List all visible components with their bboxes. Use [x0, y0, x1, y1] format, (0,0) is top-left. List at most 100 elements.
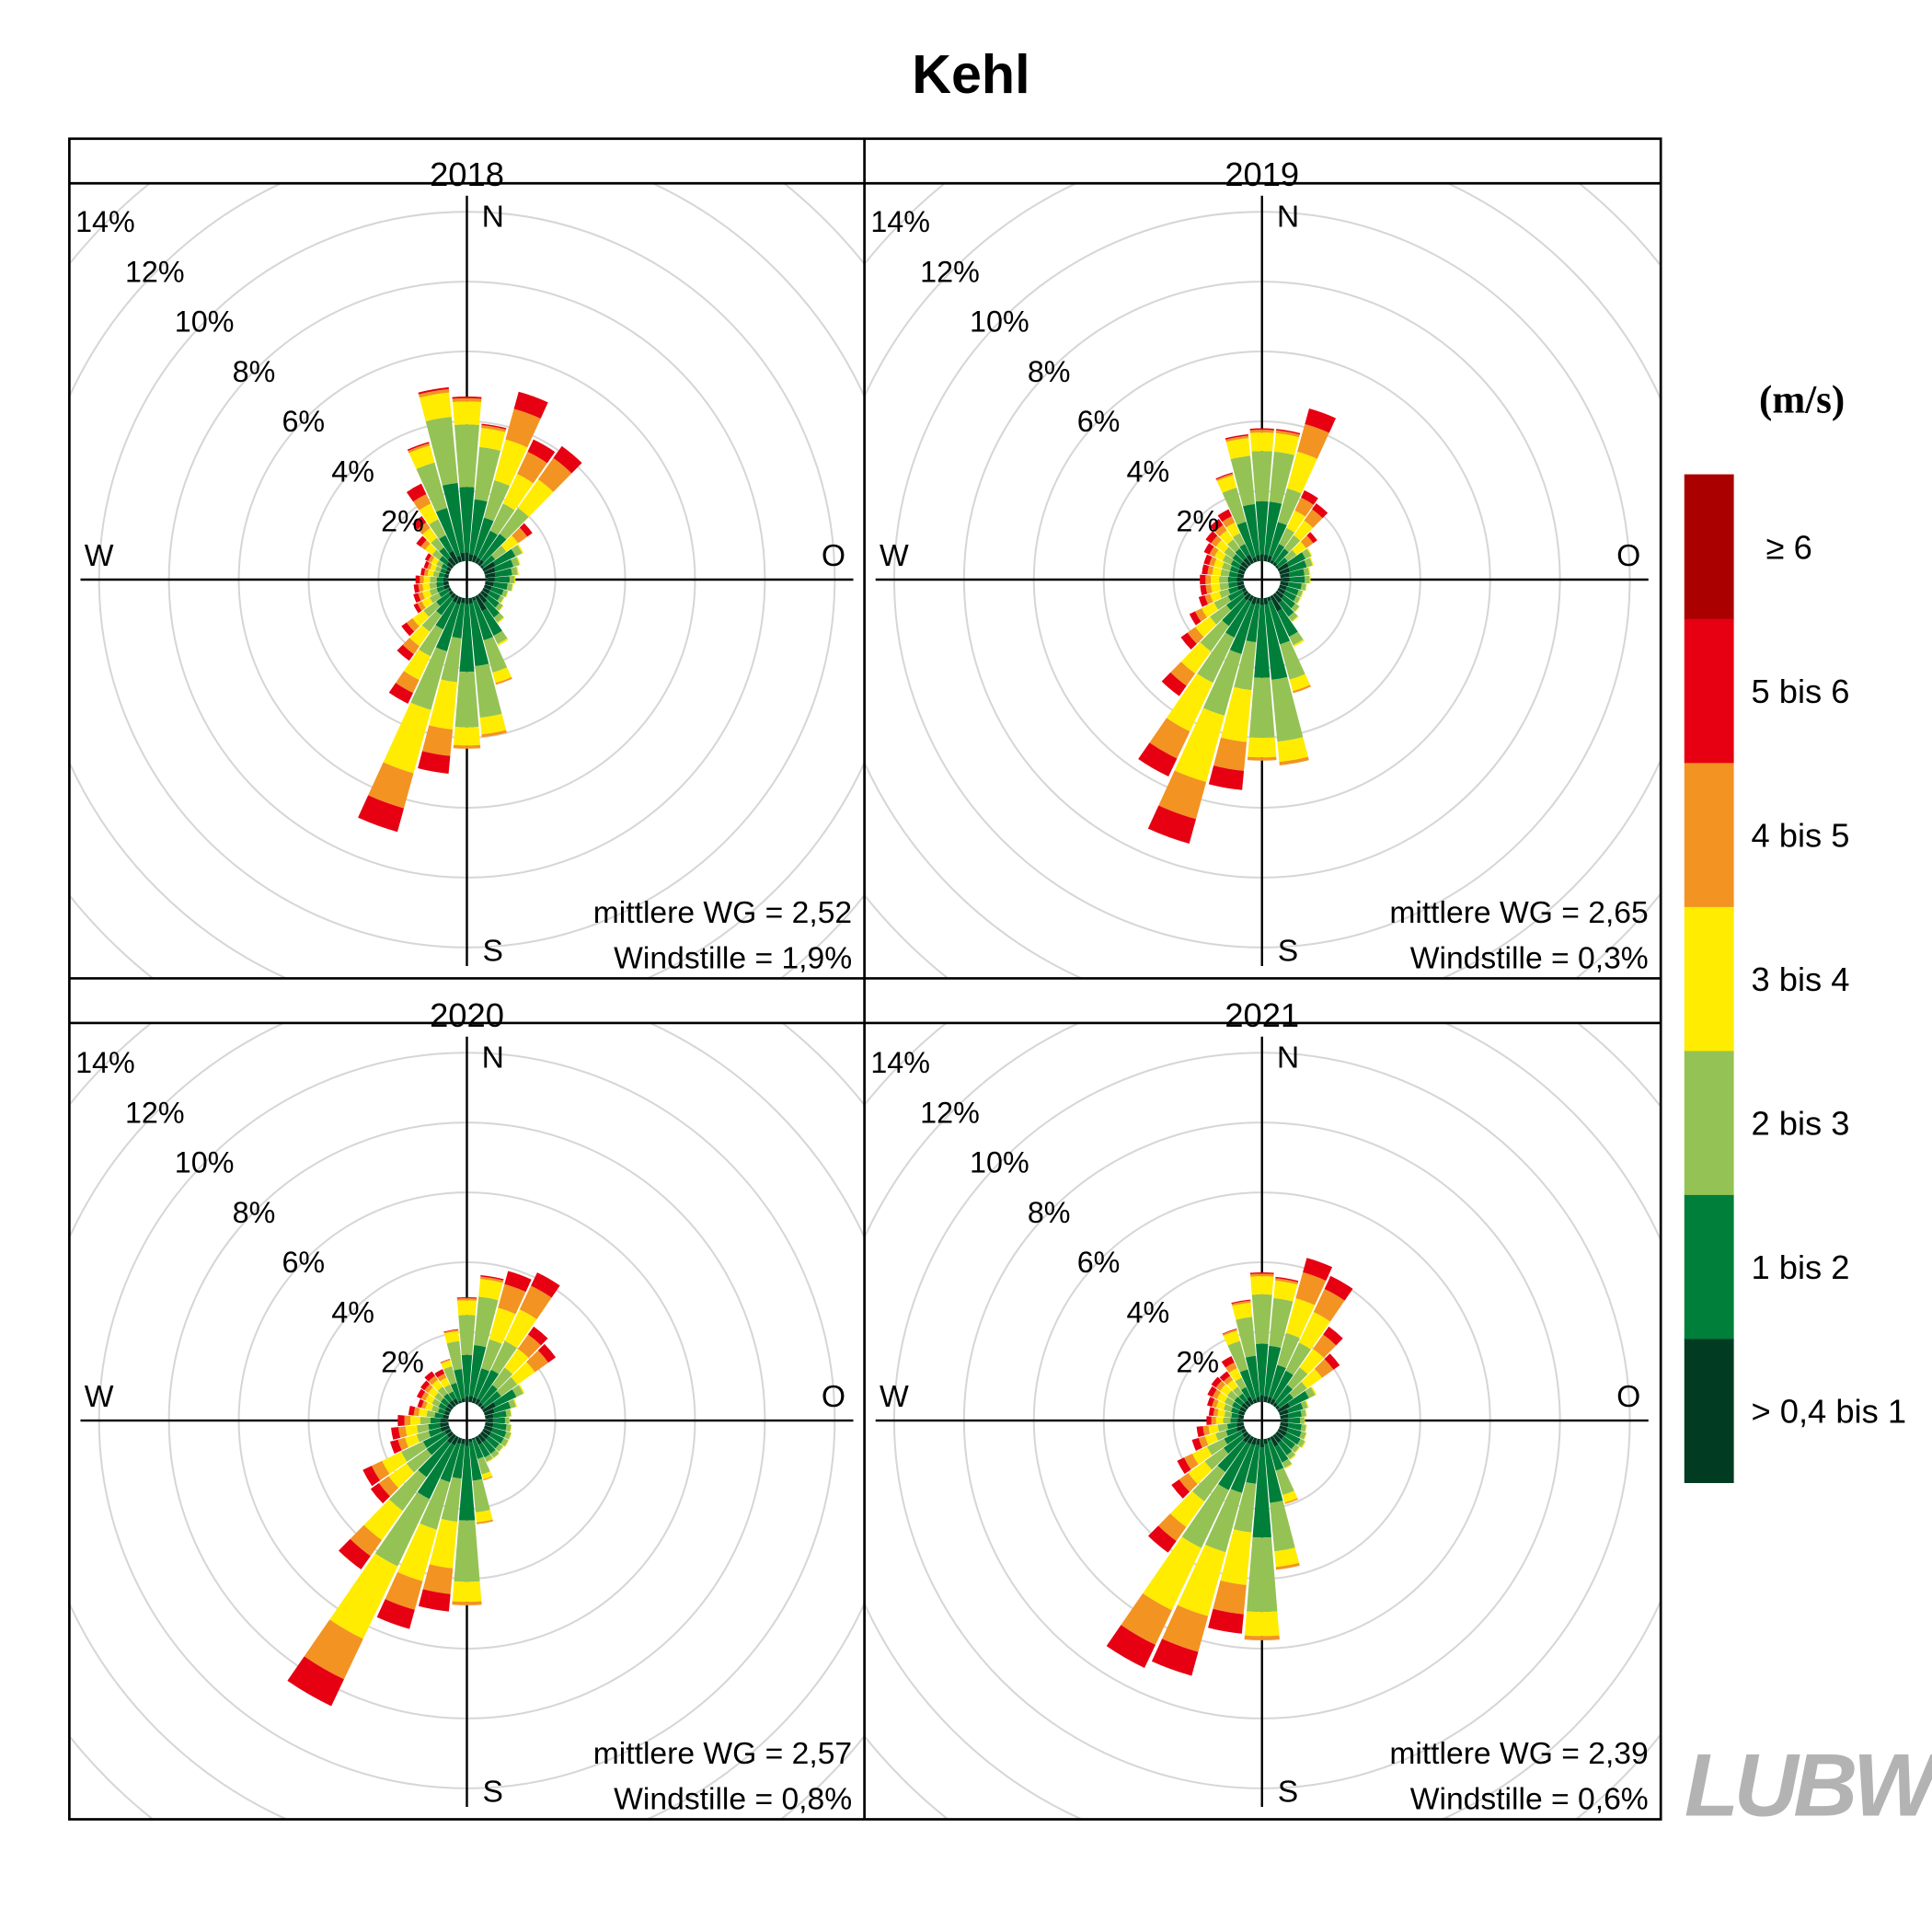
rose-segment-300deg-bin1	[1232, 1401, 1242, 1410]
rose-segment-190deg-bin5	[1208, 765, 1245, 790]
radial-tick-label: 6%	[282, 1246, 325, 1279]
rose-segment-340deg-bin2	[1222, 488, 1247, 525]
rose-segment-20deg-bin0	[471, 1397, 477, 1404]
rose-segment-0deg-bin3	[1249, 432, 1274, 452]
rose-segment-260deg-bin0	[1236, 1421, 1245, 1428]
rose-segment-90deg-bin3	[514, 575, 516, 584]
rose-segment-240deg-bin4	[417, 601, 426, 611]
rose-segment-110deg-bin2	[501, 590, 508, 598]
rose-segment-150deg-bin2	[1282, 1458, 1293, 1468]
rose-segment-160deg-bin4	[495, 677, 512, 685]
rose-segment-290deg-bin5	[417, 1398, 424, 1409]
rose-segment-230deg-bin2	[1210, 604, 1231, 625]
rose-segment-130deg-bin0	[1275, 590, 1284, 599]
rose-segment-250deg-bin1	[428, 1428, 443, 1438]
rose-segment-210deg-bin5	[287, 1656, 344, 1707]
rose-segment-290deg-bin3	[430, 563, 437, 571]
rose-segment-20deg-bin4	[505, 408, 541, 448]
rose-segment-90deg-bin0	[485, 577, 495, 582]
rose-segment-270deg-bin1	[436, 577, 444, 582]
rose-segment-60deg-bin3	[1310, 1386, 1317, 1396]
radial-tick-label: 4%	[331, 1295, 374, 1328]
rose-segment-150deg-bin3	[1284, 1463, 1293, 1469]
rose-segment-310deg-bin3	[1220, 1384, 1232, 1397]
rose-segment-170deg-bin1	[468, 603, 489, 667]
rose-segment-280deg-bin4	[413, 1407, 420, 1417]
rose-segment-260deg-bin3	[1208, 1424, 1220, 1434]
rose-segment-250deg-bin2	[429, 588, 439, 596]
rose-segment-210deg-bin3	[329, 1553, 398, 1639]
rose-segment-70deg-bin1	[1287, 1402, 1304, 1414]
rose-segment-110deg-bin0	[483, 1425, 493, 1432]
legend-label: 2 bis 3	[1751, 1104, 1849, 1142]
rose-segment-50deg-bin1	[481, 555, 496, 568]
rose-segment-10deg-bin4	[1275, 1278, 1298, 1285]
rose-segment-20deg-bin3	[1287, 451, 1317, 494]
rose-segment-10deg-bin1	[1264, 1345, 1282, 1397]
rose-segment-310deg-bin3	[424, 543, 437, 556]
rose-segment-350deg-bin3	[1232, 1302, 1253, 1320]
rose-segment-340deg-bin0	[456, 555, 463, 563]
rose-segment-190deg-bin1	[1246, 1443, 1260, 1484]
rose-segment-260deg-bin2	[417, 1424, 430, 1433]
rose-segment-220deg-bin5	[1148, 1525, 1177, 1553]
rose-segment-0deg-bin5	[456, 1296, 477, 1299]
legend-swatch	[1684, 1194, 1734, 1340]
rose-segment-140deg-bin1	[482, 1439, 496, 1455]
rose-segment-320deg-bin5	[424, 1371, 435, 1382]
rose-segment-280deg-bin0	[443, 573, 449, 579]
rose-segment-220deg-bin2	[1200, 620, 1229, 652]
rose-segment-350deg-bin0	[461, 1397, 466, 1403]
rose-segment-130deg-bin2	[1291, 1443, 1300, 1454]
rose-segment-340deg-bin4	[1222, 1328, 1237, 1336]
rose-segment-200deg-bin4	[385, 1571, 423, 1610]
rose-segment-310deg-bin3	[428, 1386, 439, 1397]
rose-segment-50deg-bin4	[1300, 535, 1314, 548]
rose-segment-170deg-bin3	[1274, 1547, 1300, 1568]
rose-segment-100deg-bin0	[1280, 1421, 1289, 1428]
rose-segment-130deg-bin1	[486, 594, 500, 608]
compass-label-N: N	[1277, 200, 1299, 234]
rose-segment-300deg-bin3	[1213, 549, 1226, 561]
rose-segment-220deg-bin4	[1170, 661, 1196, 686]
rose-segment-50deg-bin1	[482, 1391, 501, 1409]
rose-segment-200deg-bin2	[1202, 650, 1242, 716]
rose-segment-30deg-bin5	[531, 1272, 560, 1298]
rose-segment-310deg-bin2	[1226, 1390, 1238, 1401]
legend-swatch	[1684, 618, 1734, 764]
rose-segment-160deg-bin0	[1267, 1437, 1271, 1442]
rose-segment-250deg-bin2	[1215, 1430, 1228, 1441]
radial-tick-label: 6%	[282, 405, 325, 438]
rose-segment-50deg-bin1	[1276, 557, 1288, 568]
rose-segment-0deg-bin0	[465, 1397, 469, 1402]
rose-segment-50deg-bin3	[1292, 541, 1306, 556]
rose-segment-230deg-bin1	[1223, 1434, 1246, 1455]
rose-segment-300deg-bin2	[436, 560, 444, 568]
rose-segment-20deg-bin3	[489, 1307, 516, 1344]
rose-segment-10deg-bin4	[480, 1276, 504, 1283]
rose-segment-70deg-bin1	[493, 559, 514, 572]
rose-segment-110deg-bin2	[503, 1431, 512, 1440]
rose-segment-70deg-bin2	[508, 1398, 517, 1409]
rose-segment-350deg-bin4	[1225, 435, 1249, 443]
rose-segment-110deg-bin3	[1304, 1432, 1307, 1441]
rose-segment-350deg-bin1	[1242, 503, 1260, 556]
rose-segment-200deg-bin0	[456, 1437, 463, 1444]
rose-segment-310deg-bin1	[1234, 1397, 1245, 1407]
rose-segment-260deg-bin0	[439, 1421, 449, 1428]
rose-segment-240deg-bin3	[421, 597, 433, 608]
rose-segment-20deg-bin2	[1277, 488, 1302, 525]
rose-segment-250deg-bin1	[436, 585, 445, 593]
radial-tick-label: 14%	[75, 1046, 135, 1079]
rose-segment-0deg-bin5	[1249, 428, 1274, 431]
rose-segment-280deg-bin2	[1220, 569, 1230, 577]
rose-segment-300deg-bin4	[1212, 1389, 1221, 1399]
rose-segment-290deg-bin5	[1207, 1397, 1215, 1407]
rose-segment-260deg-bin0	[1236, 581, 1245, 586]
rose-segment-10deg-bin1	[469, 1344, 487, 1397]
rose-segment-320deg-bin5	[1209, 519, 1224, 533]
rose-segment-300deg-bin5	[1207, 1386, 1217, 1397]
rose-segment-320deg-bin0	[449, 1400, 456, 1408]
rose-segment-110deg-bin2	[1296, 590, 1304, 598]
